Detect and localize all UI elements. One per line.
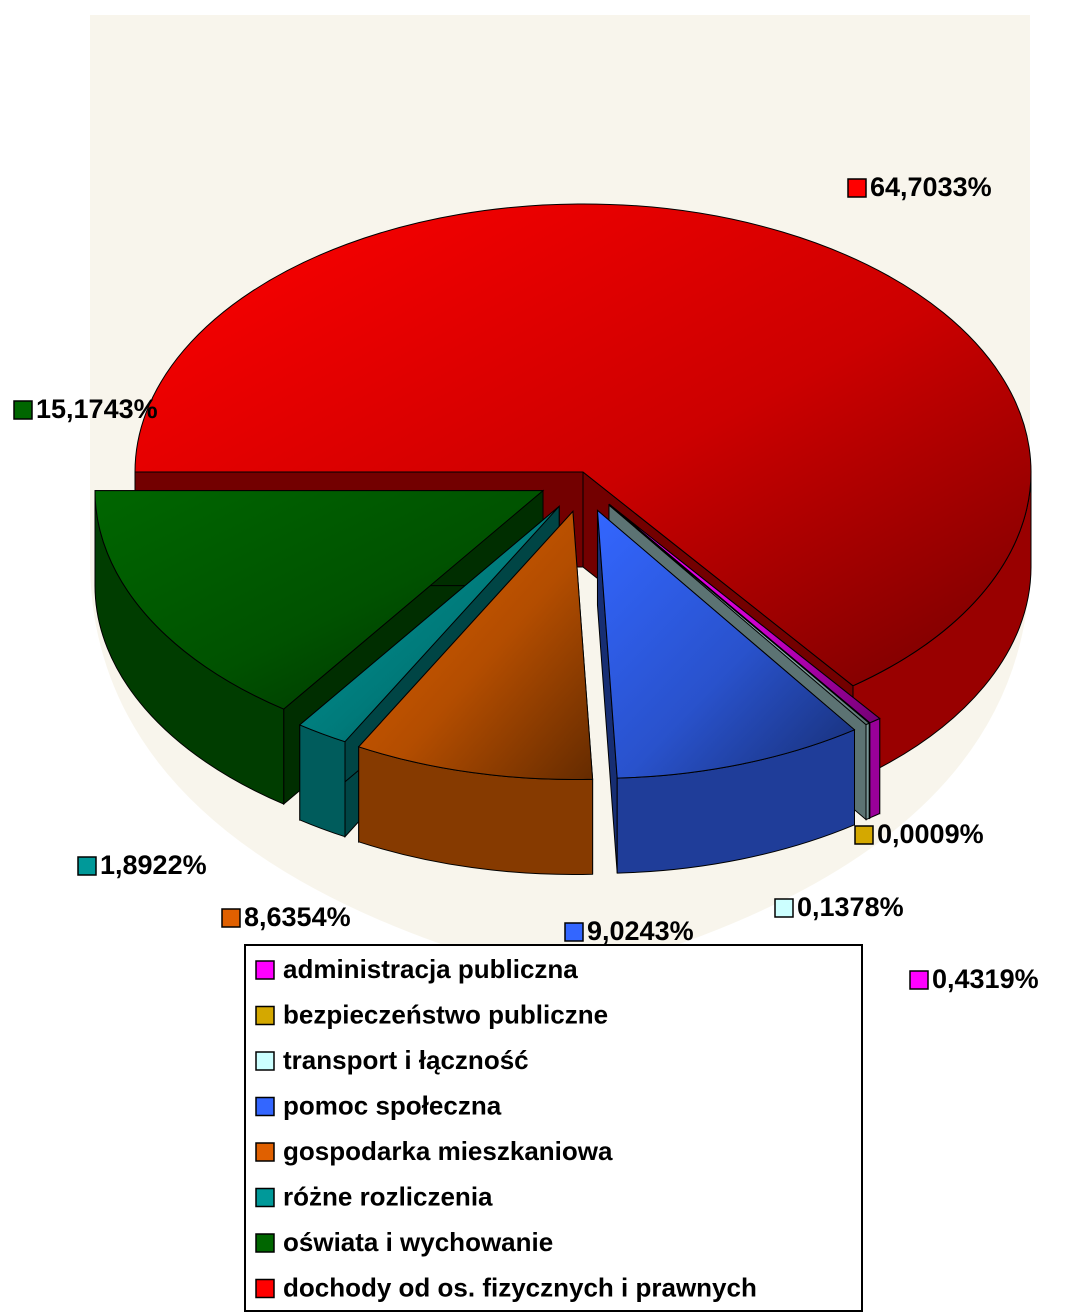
chart: administracja publiczna bezpieczeństwo pu… [0,0,1073,1315]
data-label: 8,6354% [244,902,351,932]
data-label: 0,4319% [932,964,1039,994]
legend-swatch [256,1143,274,1161]
legend-swatch [256,1007,274,1025]
legend-label: transport i łączność [283,1045,529,1075]
legend-label: różne rozliczenia [283,1181,493,1211]
label-swatch [565,923,583,941]
legend-label: pomoc społeczna [283,1090,502,1120]
legend-swatch [256,1189,274,1207]
label-swatch [848,179,866,197]
label-swatch [910,971,928,989]
data-label: 0,0009% [877,819,984,849]
legend-swatch [256,1052,274,1070]
label-swatch [855,826,873,844]
slice-wall [300,725,345,837]
label-swatch [222,909,240,927]
data-label: 0,1378% [797,892,904,922]
legend-swatch [256,961,274,979]
legend-label: gospodarka mieszkaniowa [283,1136,613,1166]
legend-label: dochody od os. fizycznych i prawnych [283,1272,757,1302]
data-label: 1,8922% [100,850,207,880]
label-swatch [78,857,96,875]
legend-label: oświata i wychowanie [283,1227,553,1257]
label-swatch [14,401,32,419]
slice-wall [866,723,869,819]
legend-swatch [256,1234,274,1252]
slice-wall [870,719,880,818]
legend-swatch [256,1098,274,1116]
legend-label: bezpieczeństwo publiczne [283,999,608,1029]
legend-label: administracja publiczna [283,954,578,984]
data-label: 64,7033% [870,172,992,202]
legend-swatch [256,1280,274,1298]
label-swatch [775,899,793,917]
data-label: 9,0243% [587,916,694,946]
data-label: 15,1743% [36,394,158,424]
